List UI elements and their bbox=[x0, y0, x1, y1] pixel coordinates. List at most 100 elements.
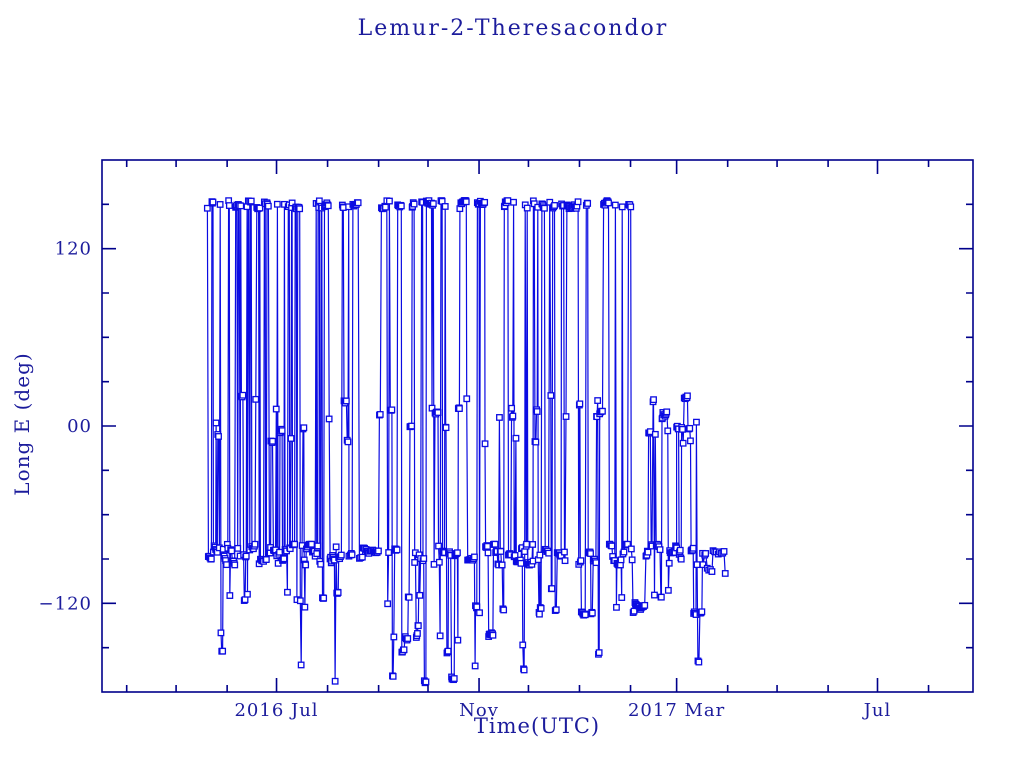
data-marker bbox=[664, 427, 672, 435]
data-marker bbox=[693, 561, 701, 569]
data-marker bbox=[581, 611, 589, 619]
data-marker bbox=[388, 406, 396, 414]
data-marker bbox=[404, 635, 412, 642]
data-marker bbox=[256, 204, 264, 212]
data-marker bbox=[595, 649, 603, 657]
data-marker bbox=[242, 552, 250, 560]
data-marker bbox=[241, 596, 249, 604]
data-marker bbox=[561, 557, 569, 565]
data-marker bbox=[497, 548, 505, 555]
data-marker bbox=[344, 438, 352, 446]
data-marker bbox=[247, 197, 255, 205]
x-axis-label: Time(UTC) bbox=[473, 714, 601, 738]
data-marker bbox=[599, 407, 606, 415]
data-marker bbox=[584, 200, 592, 207]
data-marker bbox=[382, 203, 389, 211]
data-marker bbox=[215, 433, 222, 440]
data-marker bbox=[397, 202, 405, 210]
data-marker bbox=[484, 542, 491, 550]
data-marker bbox=[702, 550, 710, 557]
data-marker bbox=[618, 203, 626, 211]
data-marker bbox=[684, 392, 691, 400]
x-tick-label: 2017 Mar bbox=[628, 700, 725, 721]
data-marker bbox=[641, 601, 649, 609]
data-marker bbox=[244, 590, 251, 598]
data-marker bbox=[512, 434, 520, 442]
data-marker bbox=[624, 540, 631, 548]
data-marker bbox=[592, 559, 600, 567]
data-marker bbox=[699, 561, 707, 569]
data-marker bbox=[454, 549, 461, 557]
data-marker bbox=[228, 547, 236, 555]
data-marker bbox=[331, 677, 339, 685]
data-marker bbox=[297, 661, 305, 669]
data-marker bbox=[510, 198, 517, 206]
data-marker bbox=[561, 548, 568, 556]
data-marker bbox=[613, 603, 620, 611]
data-marker bbox=[463, 395, 471, 403]
data-marker bbox=[262, 556, 270, 563]
data-marker bbox=[491, 540, 499, 548]
data-marker bbox=[436, 632, 444, 640]
chart-title: Lemur-2-Theresacondor bbox=[357, 16, 669, 41]
data-marker bbox=[650, 396, 657, 404]
data-marker bbox=[410, 200, 418, 208]
data-marker bbox=[552, 606, 560, 614]
data-marker bbox=[317, 560, 325, 568]
data-marker bbox=[450, 675, 458, 682]
data-marker bbox=[657, 593, 665, 601]
data-marker bbox=[509, 412, 517, 420]
data-marker bbox=[320, 594, 328, 602]
data-marker bbox=[611, 201, 619, 209]
data-marker bbox=[471, 662, 479, 670]
data-marker bbox=[537, 604, 545, 612]
data-marker bbox=[504, 197, 512, 205]
data-marker bbox=[664, 586, 672, 594]
data-marker bbox=[435, 558, 443, 566]
data-marker bbox=[420, 555, 428, 562]
data-marker bbox=[679, 439, 687, 447]
data-marker bbox=[444, 647, 452, 655]
data-marker bbox=[498, 561, 506, 569]
data-marker bbox=[698, 608, 706, 616]
data-marker bbox=[523, 204, 531, 212]
data-marker bbox=[628, 556, 636, 564]
data-marker bbox=[287, 435, 295, 442]
data-marker bbox=[422, 678, 430, 686]
data-marker bbox=[384, 600, 392, 608]
data-marker bbox=[618, 594, 626, 601]
data-marker bbox=[231, 561, 239, 569]
data-marker bbox=[533, 408, 541, 415]
data-marker bbox=[676, 546, 684, 554]
data-marker bbox=[557, 552, 565, 559]
data-marker bbox=[520, 666, 528, 674]
data-marker bbox=[308, 540, 315, 548]
data-marker bbox=[651, 430, 659, 438]
data-marker bbox=[562, 413, 570, 420]
data-marker bbox=[587, 550, 594, 557]
data-marker bbox=[532, 438, 540, 446]
data-marker bbox=[315, 197, 323, 205]
data-marker bbox=[679, 425, 686, 433]
data-marker bbox=[536, 610, 543, 618]
data-marker bbox=[216, 201, 224, 208]
y-tick-label: 00 bbox=[67, 416, 92, 437]
data-marker bbox=[252, 395, 260, 403]
data-marker bbox=[400, 646, 408, 654]
data-marker bbox=[386, 197, 393, 205]
data-marker bbox=[354, 199, 362, 207]
data-marker bbox=[605, 199, 612, 207]
data-marker bbox=[390, 633, 398, 641]
data-marker bbox=[548, 585, 556, 592]
data-marker bbox=[644, 548, 652, 556]
data-marker bbox=[651, 591, 658, 599]
data-marker bbox=[523, 540, 530, 548]
data-marker bbox=[665, 559, 673, 567]
data-marker bbox=[617, 556, 625, 564]
data-marker bbox=[545, 549, 553, 557]
data-marker bbox=[273, 200, 281, 208]
data-marker bbox=[209, 198, 217, 206]
data-marker bbox=[471, 553, 478, 561]
data-marker bbox=[272, 405, 280, 413]
